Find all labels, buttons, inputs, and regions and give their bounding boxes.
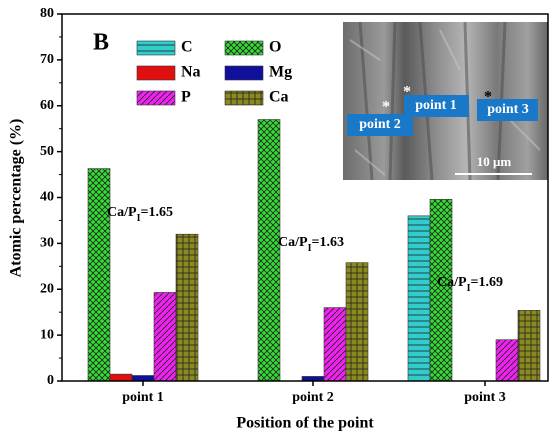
legend-label: P	[181, 89, 191, 106]
x-tick-label: point 1	[122, 390, 164, 405]
x-tick-label: point 2	[292, 390, 334, 405]
y-tick-label: 50	[40, 144, 54, 159]
legend-swatch	[225, 91, 263, 105]
y-tick-label: 20	[40, 281, 54, 296]
y-tick-label: 80	[40, 6, 54, 21]
legend-swatch	[137, 41, 175, 55]
panel-label: B	[93, 30, 109, 56]
y-tick-label: 40	[40, 190, 54, 205]
y-tick-label: 30	[40, 236, 54, 251]
y-tick-label: 60	[40, 98, 54, 113]
bar	[154, 292, 176, 381]
annotation-part: Ca/P	[278, 235, 308, 250]
bar	[324, 308, 346, 381]
legend-label: Ca	[269, 89, 289, 106]
y-tick-label: 70	[40, 52, 54, 67]
bar	[408, 216, 430, 381]
legend-swatch	[225, 66, 263, 80]
chart: B Position of the point Atomic percentag…	[0, 0, 554, 435]
inset-label: point 3	[487, 102, 529, 117]
annotation: Ca/PI=1.65	[107, 205, 173, 224]
svg-text:*: *	[382, 99, 390, 116]
annotation: Ca/PI=1.63	[278, 235, 344, 254]
bar	[132, 375, 154, 381]
bar	[518, 310, 540, 381]
legend-label: Mg	[269, 64, 292, 81]
annotation-part: =1.63	[311, 235, 343, 250]
scale-bar-label: 10 μm	[477, 154, 512, 169]
annotation-part: Ca/P	[437, 275, 467, 290]
inset-label: point 2	[359, 117, 401, 132]
inset-label: point 1	[415, 98, 457, 113]
legend-label: O	[269, 39, 281, 56]
x-axis-label: Position of the point	[236, 415, 374, 432]
bar	[176, 234, 198, 381]
bar	[496, 340, 518, 381]
y-tick-label: 10	[40, 327, 54, 342]
svg-text:*: *	[403, 84, 411, 101]
bar	[110, 374, 132, 381]
legend-swatch	[137, 66, 175, 80]
annotation-part: Ca/P	[107, 205, 137, 220]
x-tick-label: point 3	[464, 390, 506, 405]
legend-swatch	[225, 41, 263, 55]
y-axis-label: Atomic percentage (%)	[8, 119, 25, 278]
legend-label: Na	[181, 64, 201, 81]
legend-swatch	[137, 91, 175, 105]
bar	[346, 263, 368, 381]
legend-label: C	[181, 39, 193, 56]
y-tick-label: 0	[47, 373, 54, 388]
annotation-part: =1.65	[140, 205, 172, 220]
bar	[88, 169, 110, 381]
bar	[258, 120, 280, 381]
annotation-part: =1.69	[470, 275, 502, 290]
